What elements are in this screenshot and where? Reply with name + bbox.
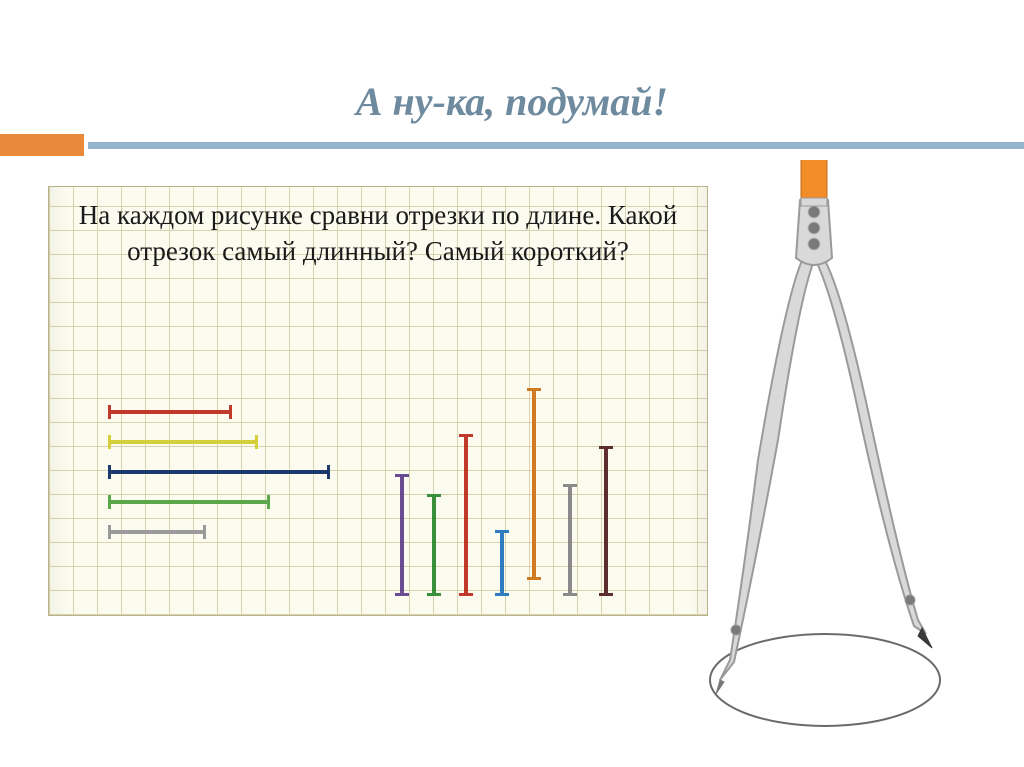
slide: А ну-ка, подумай! На каждом рисунке срав… bbox=[0, 0, 1024, 767]
slide-title: А ну-ка, подумай! bbox=[0, 78, 1024, 125]
vsegment-red bbox=[463, 435, 469, 595]
title-divider bbox=[0, 134, 1024, 156]
hsegment-gray bbox=[109, 529, 205, 535]
vsegment-green bbox=[431, 495, 437, 595]
vsegment-purple bbox=[399, 475, 405, 595]
compass-figure bbox=[700, 160, 1020, 760]
vsegment-orange bbox=[531, 389, 537, 579]
grid-panel: На каждом рисунке сравни отрезки по длин… bbox=[48, 186, 708, 616]
accent-bar-blue bbox=[88, 142, 1024, 149]
vsegment-maroon bbox=[603, 447, 609, 595]
accent-bar-orange bbox=[0, 134, 84, 156]
vsegment-gray bbox=[567, 485, 573, 595]
question-text: На каждом рисунке сравни отрезки по длин… bbox=[69, 197, 687, 270]
compass-svg bbox=[700, 160, 1020, 760]
hsegment-green bbox=[109, 499, 269, 505]
hsegment-yellow bbox=[109, 439, 257, 445]
vsegment-blue bbox=[499, 531, 505, 595]
hsegment-red bbox=[109, 409, 231, 415]
hsegment-navy bbox=[109, 469, 329, 475]
